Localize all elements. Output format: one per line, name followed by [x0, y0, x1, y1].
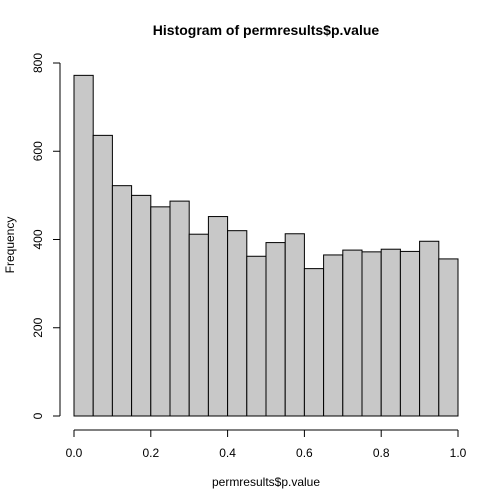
histogram-bar [419, 240, 440, 417]
x-tick-label: 1.0 [450, 446, 467, 460]
histogram-bar [361, 251, 382, 417]
x-tick-label: 0.2 [142, 446, 159, 460]
x-axis: 0.0 0.2 0.4 0.6 0.8 1.0 [66, 429, 467, 460]
y-tick-label: 400 [31, 229, 45, 249]
histogram-bar [111, 185, 133, 417]
y-axis-label: Frequency [3, 217, 17, 274]
histogram-bar [284, 233, 305, 417]
x-tick-label: 0.4 [219, 446, 236, 460]
x-tick-label: 0.6 [296, 446, 313, 460]
x-tick-label: 0.0 [66, 446, 83, 460]
histogram-bar [438, 258, 459, 417]
bars-group [73, 74, 459, 417]
x-tick-label: 0.8 [373, 446, 390, 460]
histogram-bar [303, 268, 325, 417]
histogram-bar [342, 249, 363, 417]
y-tick-label: 200 [31, 317, 45, 337]
histogram-bar [399, 250, 421, 417]
histogram-bar [188, 233, 209, 417]
histogram-bar [150, 206, 171, 417]
chart-title: Histogram of permresults$p.value [153, 22, 380, 38]
histogram-bar [246, 255, 267, 417]
histogram-bar [227, 230, 248, 417]
histogram-bar [265, 242, 286, 417]
histogram-bar [131, 194, 152, 417]
histogram-bar [169, 200, 190, 417]
y-tick-label: 800 [31, 53, 45, 73]
histogram-bar [92, 134, 113, 417]
histogram-bar [380, 248, 401, 417]
histogram-bar [73, 74, 94, 417]
y-tick-label: 0 [31, 412, 45, 419]
x-axis-label: permresults$p.value [212, 475, 320, 489]
y-axis: 0 200 400 600 800 [31, 53, 61, 419]
histogram-bar [207, 216, 229, 417]
y-tick-label: 600 [31, 141, 45, 161]
histogram-bar [323, 254, 344, 417]
